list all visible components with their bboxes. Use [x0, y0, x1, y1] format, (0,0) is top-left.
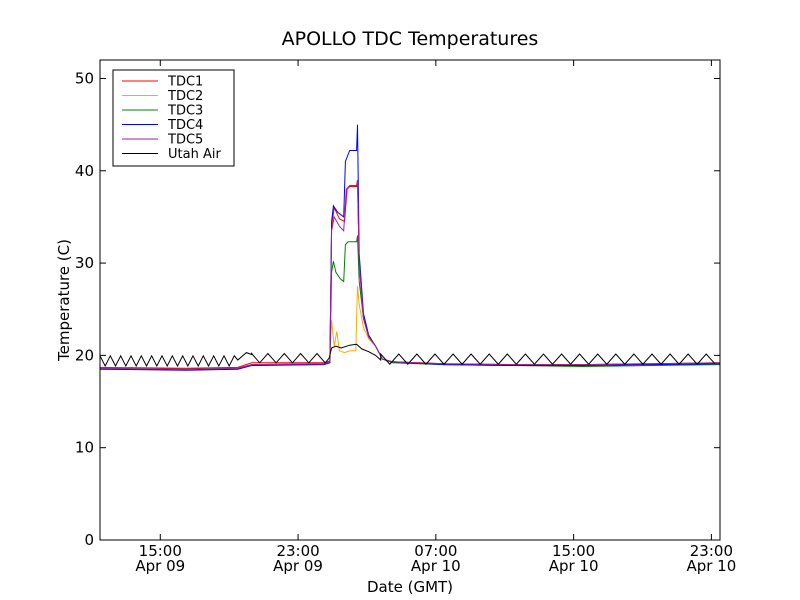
x-tick-date-label: Apr 10 [549, 557, 599, 575]
series-line-utah-air [100, 343, 716, 368]
legend-label: TDC2 [167, 89, 203, 104]
y-tick-label: 20 [75, 346, 94, 364]
x-tick-date-label: Apr 09 [273, 557, 323, 575]
plot-frame [99, 59, 721, 541]
series-layer [100, 124, 720, 371]
y-tick-label: 10 [75, 439, 94, 457]
x-tick-date-label: Apr 10 [411, 557, 461, 575]
plot-area [100, 124, 720, 371]
x-tick-time-label: 15:00 [552, 542, 595, 560]
series-line-tdc4 [100, 124, 720, 371]
legend-label: TDC1 [167, 75, 203, 90]
legend-frame [112, 69, 235, 167]
y-axis: 0 10 20 30 40 50 [75, 69, 720, 549]
legend-label: TDC4 [167, 118, 203, 133]
x-tick-time-label: 23:00 [690, 542, 733, 560]
legend-label: Utah Air [168, 147, 221, 162]
y-axis-label: Temperature (C) [55, 239, 73, 362]
x-tick-time-label: 23:00 [276, 542, 319, 560]
legend-label: TDC5 [167, 133, 203, 148]
x-tick-date-label: Apr 09 [135, 557, 185, 575]
x-tick-time-label: 07:00 [414, 542, 457, 560]
chart-title: APOLLO TDC Temperatures [282, 28, 539, 50]
legend-label: TDC3 [167, 104, 203, 119]
x-axis-label: Date (GMT) [367, 578, 453, 596]
x-tick-time-label: 15:00 [139, 542, 182, 560]
y-tick-label: 50 [75, 69, 94, 87]
y-tick-label: 0 [84, 531, 94, 549]
y-tick-label: 40 [75, 162, 94, 180]
x-tick-date-label: Apr 10 [686, 557, 736, 575]
y-tick-label: 30 [75, 254, 94, 272]
